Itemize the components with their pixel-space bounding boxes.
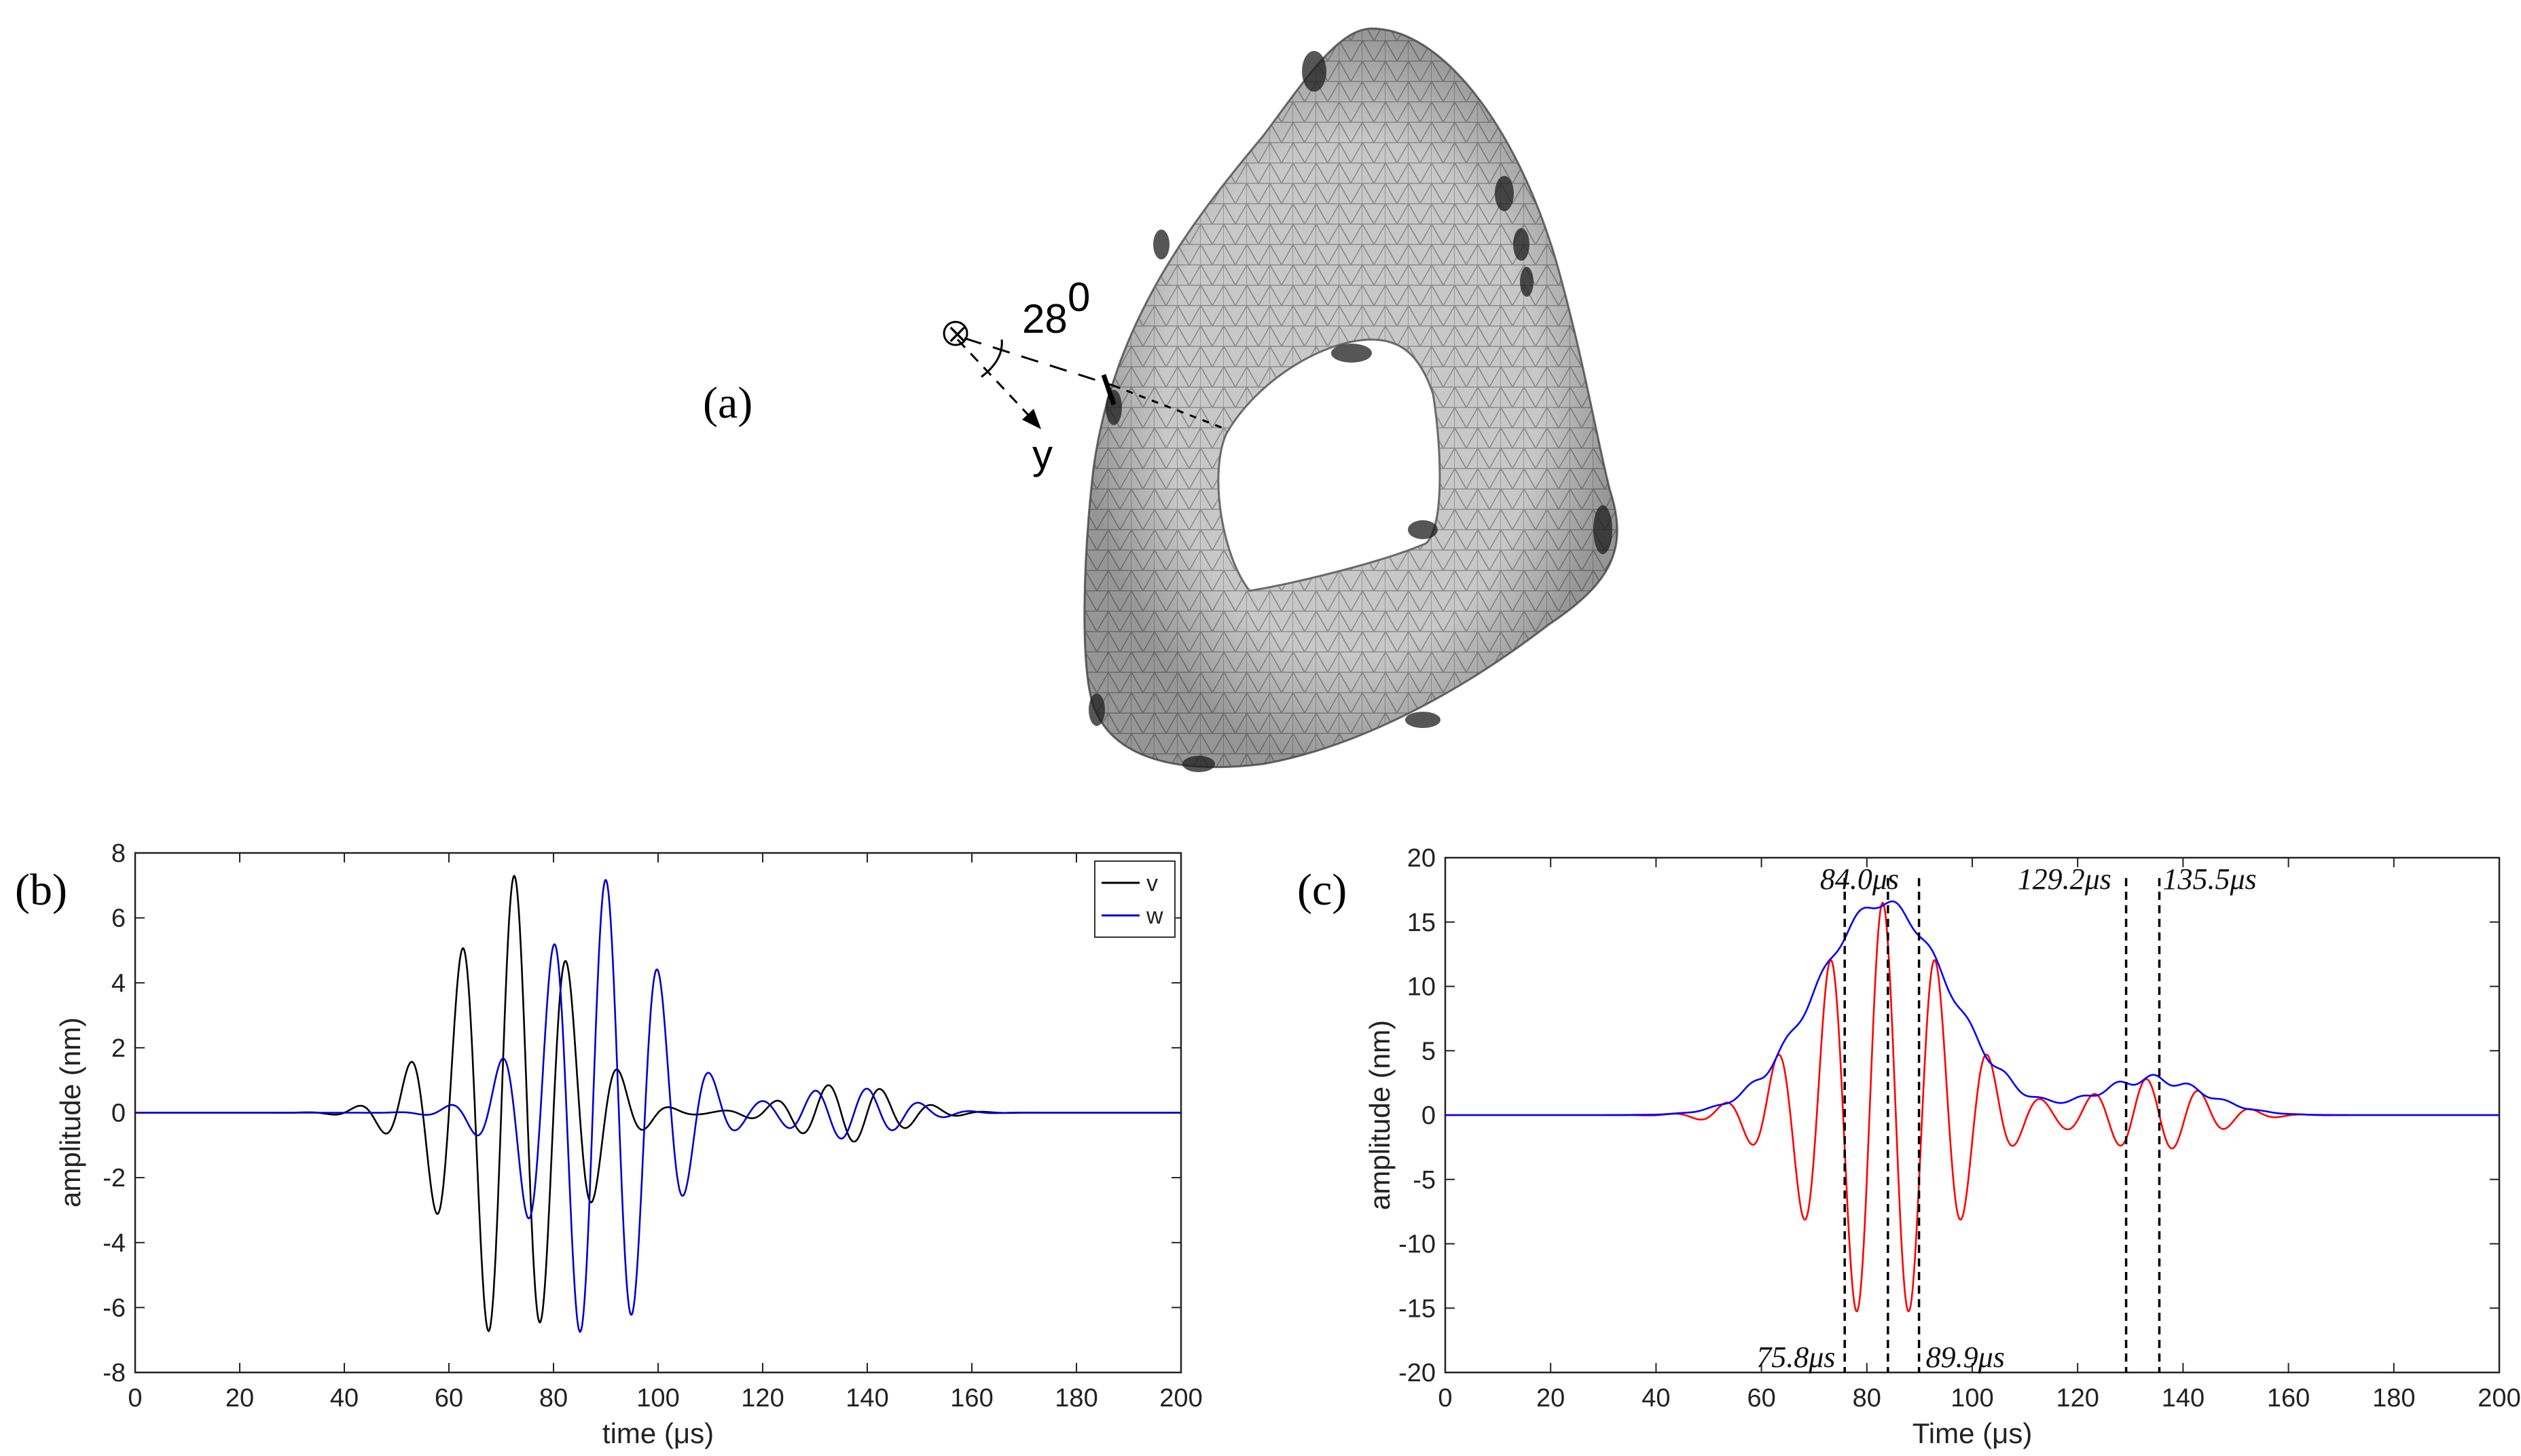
plot-c-markers: 75.8μs 84.0μs 89.9μs 129.2μs 135.5μs [1756, 862, 2256, 1374]
time-marker-label: 135.5μs [2162, 862, 2256, 896]
y-tick-label: -10 [1398, 1231, 1436, 1259]
plot-b-legend: v w [1094, 860, 1176, 938]
angle-reference-line-inner [1113, 384, 1223, 429]
x-tick-label: 0 [1438, 1384, 1452, 1413]
y-tick-label: -15 [1398, 1294, 1436, 1323]
x-tick-label: 40 [1642, 1384, 1670, 1413]
series-line-envelope [1445, 900, 2499, 1116]
y-tick-label: -2 [103, 1164, 126, 1193]
panel-a-label: (a) [703, 378, 752, 428]
x-tick-label: 20 [225, 1384, 254, 1413]
x-tick-label: 100 [636, 1384, 679, 1413]
y-tick-label: 5 [1421, 1037, 1436, 1066]
x-tick-label: 160 [2267, 1384, 2310, 1413]
sensor-marker [1101, 374, 1117, 406]
origin-circle [943, 321, 968, 346]
y-tick-label: -6 [103, 1294, 126, 1322]
angle-superscript: 0 [1068, 274, 1090, 320]
x-tick-label: 180 [1055, 1384, 1098, 1413]
x-tick-label: 200 [2478, 1384, 2520, 1413]
y-tick-label: 0 [111, 1099, 126, 1128]
legend-label-w: w [1146, 903, 1163, 929]
panel-c: (c) 0 20 40 60 80 100 120 140 160 180 200-20-15-10… [1297, 844, 2521, 1449]
mesh-refinement-spots [1089, 51, 1612, 772]
panel-a: (a) × 28 0 y [703, 27, 1618, 772]
x-tick-label: 140 [846, 1384, 888, 1413]
y-tick-label: 8 [111, 839, 126, 868]
y-tick-label: 2 [111, 1034, 126, 1063]
y-axis-line [956, 338, 1040, 428]
time-marker-label: 129.2μs [2018, 862, 2111, 896]
x-tick-label: 120 [2056, 1384, 2099, 1413]
series-line-w [135, 879, 1181, 1333]
x-tick-label: 100 [1951, 1384, 1993, 1413]
y-tick-label: -8 [103, 1359, 126, 1387]
x-tick-label: 180 [2372, 1384, 2415, 1413]
y-axis-arrow-icon [1022, 409, 1041, 429]
time-marker-label: 84.0μs [1820, 862, 1899, 896]
x-tick-label: 40 [330, 1384, 359, 1413]
y-tick-label: 6 [111, 905, 126, 933]
plot-c-ylabel: amplitude (nm) [1364, 1020, 1396, 1210]
time-marker-label: 89.9μs [1926, 1341, 2005, 1374]
x-tick-label: 160 [950, 1384, 993, 1413]
y-tick-label: 15 [1407, 909, 1436, 937]
x-tick-label: 140 [2162, 1384, 2205, 1413]
x-tick-label: 80 [1853, 1384, 1881, 1413]
angle-reference-line [964, 337, 1114, 387]
y-tick-label: 20 [1407, 844, 1436, 873]
y-tick-label: -4 [103, 1229, 126, 1258]
angle-value: 28 [1022, 296, 1068, 342]
angle-arc [981, 339, 1003, 378]
x-tick-label: 20 [1536, 1384, 1565, 1413]
plot-b-ylabel: amplitude (nm) [54, 1017, 86, 1207]
x-tick-label: 0 [128, 1384, 142, 1413]
x-tick-label: 80 [539, 1384, 568, 1413]
panel-b: (b) 0 20 40 60 80 100 120 140 160 180 200-8-6-4-20… [15, 839, 1203, 1449]
time-marker-label: 75.8μs [1756, 1341, 1835, 1374]
plot-c-series [1445, 900, 2499, 1313]
legend-label-v: v [1146, 871, 1158, 896]
y-tick-label: 10 [1407, 973, 1436, 1002]
y-tick-label: -20 [1398, 1359, 1436, 1387]
mesh-shading [1084, 29, 1618, 767]
x-tick-label: 120 [741, 1384, 784, 1413]
x-tick-label: 60 [435, 1384, 463, 1413]
y-tick-label: 0 [1421, 1102, 1436, 1130]
origin-cross-icon: × [946, 318, 969, 350]
y-tick-label: 4 [111, 969, 126, 998]
panel-c-label: (c) [1297, 865, 1347, 915]
y-tick-label: -5 [1413, 1166, 1436, 1195]
plot-c-xlabel: Time (μs) [1912, 1417, 2033, 1449]
plot-c-ticks: 0 20 40 60 80 100 120 140 160 180 200 -20 -15 -10 -5 0 5… [1398, 844, 2521, 1413]
x-tick-label: 200 [1159, 1384, 1202, 1413]
plot-b-ticks: 0 20 40 60 80 100 120 140 160 180 200 -8 -6 -4 -2 0 2 4 6 8 [103, 839, 1203, 1413]
plot-b-xlabel: time (μs) [602, 1417, 714, 1449]
y-axis-label: y [1032, 432, 1053, 477]
panel-b-label: (b) [15, 865, 67, 915]
x-tick-label: 60 [1747, 1384, 1775, 1413]
plot-b-series [135, 875, 1181, 1333]
